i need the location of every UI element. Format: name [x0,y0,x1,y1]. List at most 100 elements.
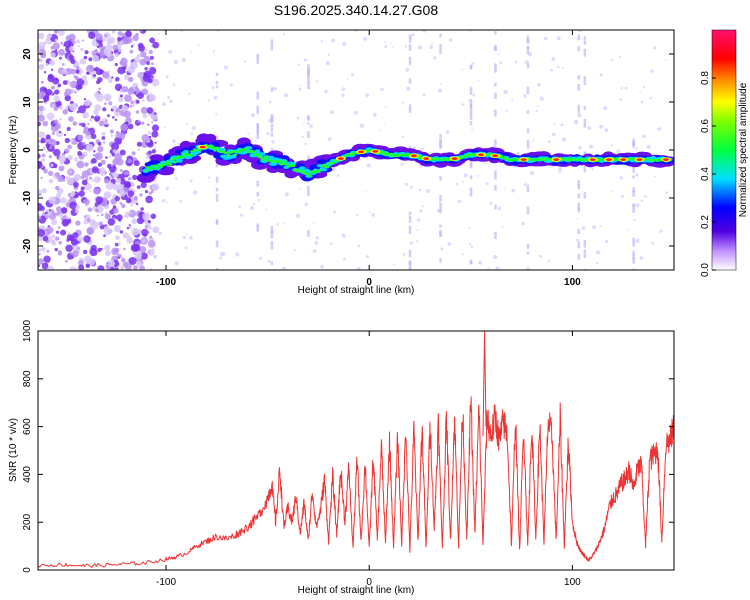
spectrogram-noise-cell [42,235,49,242]
spectrogram-faint-cell [447,242,452,246]
spectrogram-noise-cell [82,130,86,134]
spectrogram-faint-cell [369,211,371,213]
spectrogram-noise-cell [133,265,138,270]
spectrogram-faint-cell [244,60,247,63]
spectrogram-faint-cell [620,87,623,90]
snr-ylabel: SNR (10 * v/v) [8,418,19,482]
spectrogram-faint-cell [269,100,272,104]
spectrogram-faint-cell [172,83,176,86]
spectrogram-faint-cell [229,83,233,87]
spectrogram-noise-cell [63,40,71,48]
spectrogram-noise-cell [80,175,85,180]
spectrogram-noise-cell [117,66,126,75]
spectrogram-faint-cell [173,59,178,65]
spectrogram-faint-cell [298,87,302,91]
spectrogram-noise-cell [129,211,133,215]
spectrogram-faint-cell [511,99,514,102]
spectrogram-noise-cell [78,264,85,270]
spectrogram-faint-cell [505,109,508,112]
spectrogram-noise-cell [78,105,86,114]
spectrogram-streak-cell [270,87,274,92]
spectrogram-faint-cell [537,82,541,87]
spectrogram-noise-cell [125,30,132,38]
spectrogram-ridge-cell [223,151,229,155]
spectrogram-streak-cell [632,164,635,173]
spectrogram-streak-cell [469,259,473,264]
spectrogram-streak-cell [577,179,580,186]
spectrogram-faint-cell [184,246,188,250]
spectrogram-faint-cell [295,213,300,218]
spectrogram-faint-cell [219,252,225,257]
spectrogram-noise-cell [43,92,46,95]
spectrogram-noise-cell [58,105,64,110]
spectrogram-noise-cell [60,197,67,204]
spectrogram-streak-cell [632,190,635,197]
spectrogram-streak-cell [408,34,412,43]
spectrogram-faint-cell [462,180,464,183]
spectrogram-streak-cell [469,104,473,113]
spectrogram-faint-cell [514,60,518,64]
spectrogram-faint-cell [616,149,621,153]
spectrogram-faint-cell [503,187,506,190]
spectrogram-faint-cell [532,139,535,142]
spectrogram-faint-cell [485,182,489,186]
spectrogram-noise-cell [133,160,140,167]
spectrogram-streak-cell [307,64,310,73]
spectrogram-faint-cell [461,103,465,107]
spectrogram-streak-cell [439,33,442,38]
spectrogram-faint-cell [619,176,623,180]
spectrogram-faint-cell [145,156,149,160]
spectrogram-faint-cell [276,223,280,226]
snr-ytick-label: 400 [22,466,33,483]
spectrogram-noise-cell [139,265,145,270]
spectrogram-peak-core [662,158,669,162]
spectrogram-noise-cell [65,259,68,263]
spectrogram-streak-cell [469,160,473,166]
spectrogram-noise-cell [152,226,160,234]
spectrogram-streak-cell [577,46,580,52]
spectrogram-streak-cell [439,49,442,55]
spectrogram-peak-core [636,158,643,162]
spectrogram-noise-cell [89,248,98,257]
spectrogram-streak-cell [526,47,530,55]
spectrogram-faint-cell [215,113,218,116]
spectrogram-noise-cell [64,137,70,144]
spectrogram-noise-cell [74,209,80,214]
spectrogram-streak-cell [408,260,412,269]
spectrogram-ridge-cell [290,164,296,167]
spectrogram-faint-cell [165,186,170,191]
spectrogram-noise-cell [38,105,45,112]
spectrogram-faint-cell [186,123,189,126]
spectrogram-peak-core [451,157,458,161]
spectrogram-faint-cell [158,231,163,236]
spectrogram-ytick-label: 10 [22,96,33,108]
spectrogram-noise-cell [141,228,149,237]
spectrogram-peak-core [372,150,379,153]
spectrogram-faint-cell [523,183,527,186]
spectrogram-noise-cell [69,266,76,270]
spectrogram-streak-cell [494,63,497,68]
spectrogram-faint-cell [329,242,333,246]
spectrogram-faint-cell [420,148,423,151]
spectrogram-faint-cell [577,113,582,118]
spectrogram-noise-cell [81,39,84,42]
spectrogram-faint-cell [599,124,604,129]
spectrogram-streak-cell [215,193,219,202]
spectrogram-faint-cell [363,36,368,41]
spectrogram-noise-cell [41,165,44,169]
spectrogram-noise-cell [38,161,42,165]
spectrogram-noise-cell [91,54,100,63]
spectrogram-noise-cell [38,248,41,253]
spectrogram-noise-cell [42,120,49,127]
spectrogram-noise-cell [38,47,41,51]
spectrogram-noise-cell [151,130,159,138]
spectrogram-streak-cell [469,175,473,180]
spectrogram-faint-cell [624,86,628,90]
spectrogram-noise-cell [117,184,124,191]
spectrogram-faint-cell [635,203,640,208]
spectrogram-noise-cell [139,193,143,197]
spectrogram-noise-cell [52,77,60,85]
spectrogram-faint-cell [487,267,490,270]
spectrogram-faint-cell [561,137,567,142]
